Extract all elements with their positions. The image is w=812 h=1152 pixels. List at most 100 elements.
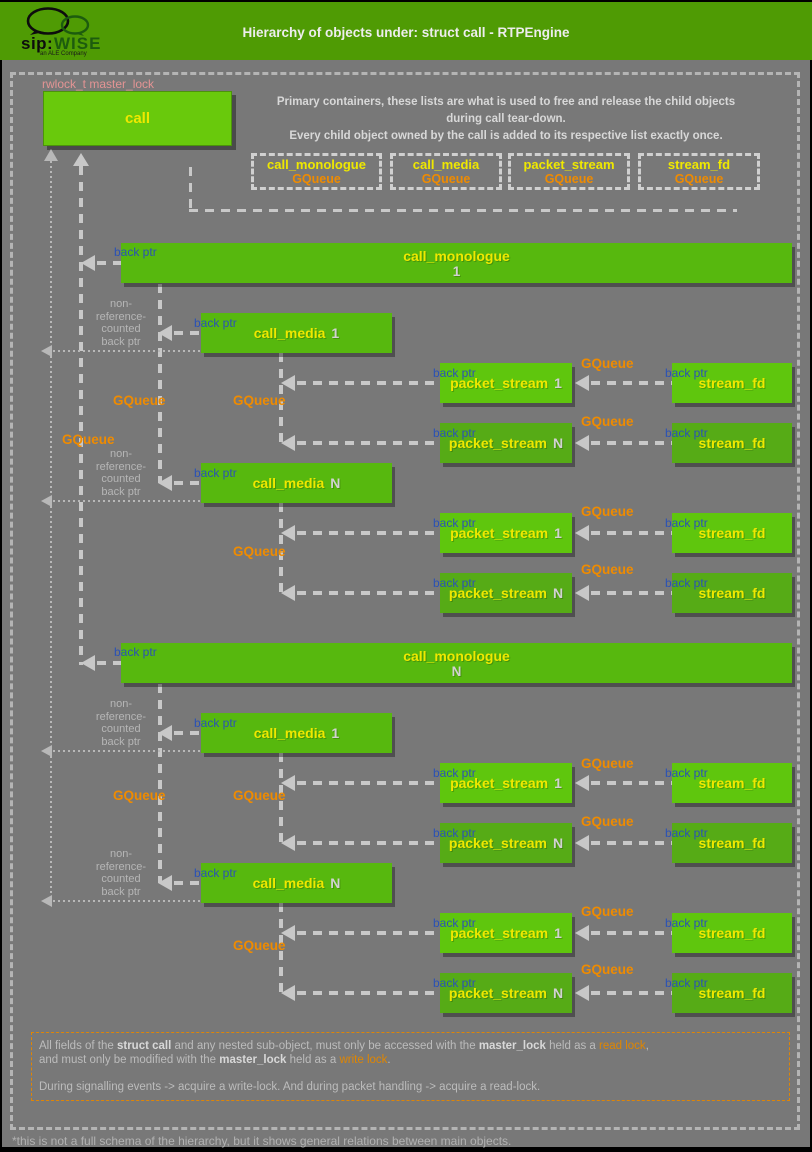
back-ptr-label: back ptr — [433, 516, 476, 530]
container-call-monologue-gqueue: call_monologue GQueue — [251, 153, 382, 190]
streams-queue-line — [279, 503, 283, 593]
read-lock-text: read lock — [599, 1040, 646, 1052]
text: held as a — [286, 1054, 340, 1066]
back-ptr-label: back ptr — [433, 826, 476, 840]
box-stream-fd: stream_fd — [672, 763, 792, 803]
text: . — [387, 1054, 391, 1066]
back-ptr-label: back ptr — [665, 826, 708, 840]
intro-line: Every child object owned by the call is … — [289, 130, 723, 142]
gqueue-label: GQueue — [113, 393, 166, 408]
gqueue-label: GQueue — [113, 788, 166, 803]
box-index: N — [552, 585, 564, 601]
box-packet-stream-1: packet_stream 1 — [440, 363, 572, 403]
backptr-line — [174, 731, 201, 735]
box-index: 1 — [554, 925, 562, 941]
gqueue-label: GQueue — [581, 356, 634, 371]
container-type: GQueue — [292, 172, 341, 186]
container-stream-fd-gqueue: stream_fd GQueue — [638, 153, 760, 190]
non-ref-label: non- reference- counted back ptr — [95, 448, 147, 498]
arrow-left-icon — [575, 985, 589, 1001]
backptr-line — [591, 781, 672, 785]
gqueue-label: GQueue — [233, 938, 286, 953]
arrow-left-icon — [281, 375, 295, 391]
arrow-left-icon — [575, 375, 589, 391]
box-call-media-1: call_media 1 — [201, 313, 392, 353]
page-title: Hierarchy of objects under: struct call … — [242, 25, 570, 40]
gqueue-label: GQueue — [62, 432, 115, 447]
container-name: call_monologue — [267, 157, 366, 172]
box-index: N — [330, 475, 341, 491]
arrow-left-icon — [41, 895, 52, 907]
box-index: N — [451, 663, 462, 679]
non-ref-label: non- reference- counted back ptr — [95, 698, 147, 748]
backptr-line — [97, 661, 121, 665]
container-packet-stream-gqueue: packet_stream GQueue — [508, 153, 630, 190]
box-index: N — [552, 985, 564, 1001]
box-stream-fd: stream_fd — [672, 513, 792, 553]
container-connector-stub — [189, 167, 192, 211]
back-ptr-label: back ptr — [665, 976, 708, 990]
container-call-media-gqueue: call_media GQueue — [390, 153, 502, 190]
box-call-label: call — [124, 110, 151, 127]
non-ref-backptr-line — [48, 350, 201, 352]
box-label: stream_fd — [698, 925, 766, 941]
arrow-left-icon — [41, 495, 52, 507]
box-call-media-n: call_media N — [201, 863, 392, 903]
box-index: 1 — [554, 775, 562, 791]
box-label: stream_fd — [698, 525, 766, 541]
backptr-line — [591, 381, 672, 385]
box-stream-fd: stream_fd — [672, 363, 792, 403]
logo-wise-text: WISE — [54, 34, 102, 53]
page-edge-left — [0, 0, 2, 1152]
box-packet-stream-n: packet_stream N — [440, 573, 572, 613]
box-label: stream_fd — [698, 985, 766, 1001]
lock-rules-line-2: and must only be modified with the maste… — [39, 1053, 782, 1067]
back-ptr-label: back ptr — [433, 766, 476, 780]
back-ptr-label: back ptr — [665, 766, 708, 780]
box-call-media-n: call_media N — [201, 463, 392, 503]
box-index: 1 — [331, 325, 340, 341]
master-lock-bold: master_lock — [219, 1054, 287, 1066]
gqueue-label: GQueue — [233, 788, 286, 803]
arrow-left-icon — [281, 585, 295, 601]
arrow-left-icon — [41, 745, 52, 757]
backptr-line — [174, 881, 201, 885]
back-ptr-label: back ptr — [665, 516, 708, 530]
backptr-line — [591, 841, 672, 845]
box-stream-fd: stream_fd — [672, 423, 792, 463]
text: held as a — [545, 1040, 600, 1052]
box-index: N — [330, 875, 341, 891]
box-packet-stream-1: packet_stream 1 — [440, 913, 572, 953]
arrow-up-icon — [73, 153, 89, 166]
back-ptr-label: back ptr — [433, 366, 476, 380]
gqueue-label: GQueue — [581, 814, 634, 829]
backptr-line — [297, 931, 440, 935]
non-ref-backptr-line — [48, 500, 201, 502]
box-label: packet_stream — [450, 375, 549, 391]
back-ptr-label: back ptr — [194, 316, 237, 330]
box-packet-stream-n: packet_stream N — [440, 823, 572, 863]
write-lock-text: write lock — [339, 1054, 388, 1066]
arrow-left-icon — [575, 775, 589, 791]
intro-line: during call tear-down. — [446, 113, 566, 125]
box-label: stream_fd — [698, 775, 766, 791]
container-type: GQueue — [421, 172, 471, 186]
back-ptr-label: back ptr — [194, 466, 237, 480]
logo-sip-text: sip: — [21, 34, 54, 53]
text: All fields of the — [39, 1040, 117, 1052]
box-index: 1 — [554, 525, 562, 541]
box-call-media-1: call_media 1 — [201, 713, 392, 753]
page-edge-bottom — [0, 1147, 812, 1152]
arrow-left-icon — [575, 585, 589, 601]
gqueue-label: GQueue — [581, 414, 634, 429]
box-label: stream_fd — [698, 585, 766, 601]
box-label: stream_fd — [698, 435, 766, 451]
arrow-left-icon — [281, 525, 295, 541]
box-packet-stream-1: packet_stream 1 — [440, 513, 572, 553]
back-ptr-label: back ptr — [665, 576, 708, 590]
box-index: 1 — [554, 375, 562, 391]
struct-call-bold: struct call — [116, 1040, 172, 1052]
box-label: packet_stream — [448, 435, 547, 451]
arrow-left-icon — [281, 985, 295, 1001]
